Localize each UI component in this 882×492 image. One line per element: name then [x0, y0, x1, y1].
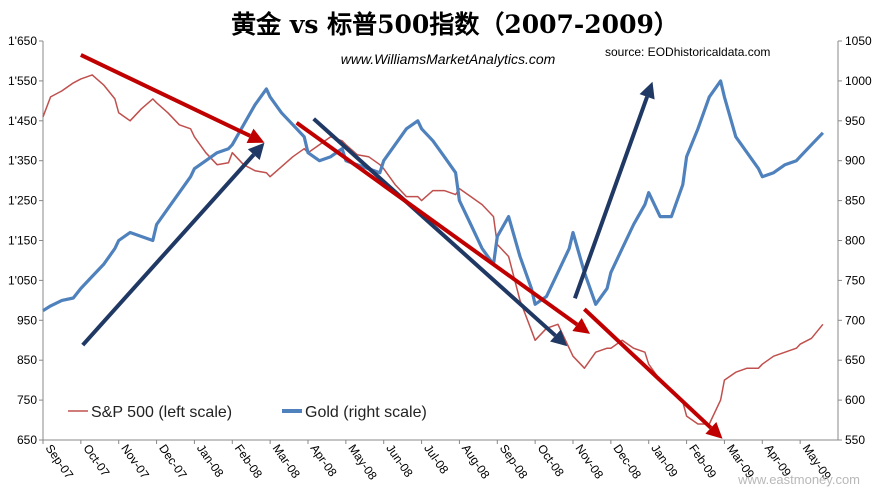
right-tick-label: 950 — [845, 114, 865, 128]
right-tick-label: 1000 — [845, 74, 872, 88]
trend-arrow-dark-red — [295, 121, 579, 327]
x-tick-label: Feb-09 — [686, 442, 719, 481]
left-tick-label: 1'650 — [8, 34, 37, 48]
x-tick-label: Dec-07 — [156, 442, 190, 482]
left-tick-label: 1'550 — [8, 74, 37, 88]
right-tick-label: 850 — [845, 194, 865, 208]
source-label: source: EODhistoricaldata.com — [605, 45, 770, 59]
x-tick-label: Nov-07 — [118, 442, 152, 482]
gold-line — [42, 79, 825, 313]
axes — [39, 40, 842, 444]
trend-arrowhead-navy — [639, 81, 655, 100]
trend-arrow-dark-red — [582, 307, 713, 430]
trend-arrow-navy — [81, 153, 256, 347]
x-tick-label: Dec-08 — [610, 442, 644, 482]
legend-label-sp500: S&P 500 (left scale) — [91, 404, 232, 421]
series-lines — [42, 74, 825, 425]
x-tick-label: Mar-08 — [270, 442, 303, 481]
right-tick-label: 600 — [845, 393, 865, 407]
left-tick-label: 650 — [17, 433, 37, 447]
left-tick-label: 1'150 — [8, 234, 37, 248]
x-tick-label: Jan-09 — [648, 442, 681, 480]
sp500-line — [42, 74, 824, 425]
trend-arrow-navy — [573, 96, 649, 300]
x-tick-label: Jul-08 — [421, 442, 451, 477]
trend-arrowhead-dark-red — [246, 128, 265, 144]
right-tick-label: 800 — [845, 234, 865, 248]
x-tick-label: Sep-07 — [43, 442, 77, 482]
right-tick-label: 750 — [845, 273, 865, 287]
right-tick-label: 650 — [845, 353, 865, 367]
x-tick-label: Oct-08 — [535, 442, 567, 480]
legend: S&P 500 (left scale) Gold (right scale) — [68, 404, 427, 421]
left-tick-label: 1'050 — [8, 273, 37, 287]
trend-arrowhead-navy — [247, 142, 265, 160]
trend-arrow-dark-red — [79, 53, 251, 138]
left-tick-label: 1'350 — [8, 154, 37, 168]
x-tick-label: May-08 — [345, 442, 380, 483]
right-tick-label: 900 — [845, 154, 865, 168]
trend-arrowhead-dark-red — [572, 318, 591, 334]
chart-title: 黄金 vs 标普500指数（2007-2009） — [231, 10, 679, 39]
x-tick-label: Aug-08 — [459, 442, 493, 482]
x-tick-label: Jan-08 — [194, 442, 227, 480]
x-tick-label: Oct-07 — [80, 442, 112, 480]
trend-arrow-navy — [312, 117, 557, 338]
x-tick-label: Jun-08 — [383, 442, 416, 480]
x-tick-label: Nov-08 — [573, 442, 607, 482]
right-tick-label: 550 — [845, 433, 865, 447]
x-tick-label: Feb-08 — [232, 442, 265, 481]
left-tick-label: 1'250 — [8, 194, 37, 208]
chart-subtitle: www.WilliamsMarketAnalytics.com — [341, 51, 556, 67]
left-tick-label: 750 — [17, 393, 37, 407]
trend-arrowhead-navy — [550, 329, 568, 347]
x-tick-label: Sep-08 — [497, 442, 531, 482]
right-tick-label: 700 — [845, 313, 865, 327]
left-tick-label: 850 — [17, 353, 37, 367]
x-tick-label: Apr-08 — [308, 442, 340, 480]
trend-arrows — [79, 53, 723, 439]
left-tick-label: 950 — [17, 313, 37, 327]
right-tick-label: 1050 — [845, 34, 872, 48]
trend-arrowhead-dark-red — [705, 422, 723, 439]
watermark: www.eastmoney.com — [737, 472, 860, 487]
left-tick-label: 1'450 — [8, 114, 37, 128]
legend-label-gold: Gold (right scale) — [305, 404, 427, 421]
